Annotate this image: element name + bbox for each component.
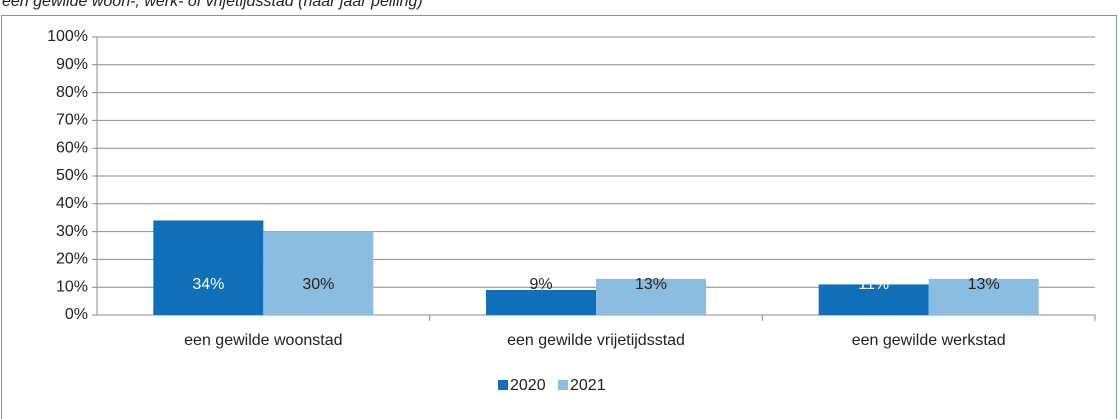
bar — [596, 278, 706, 315]
data-label: 30% — [302, 276, 334, 293]
bar — [818, 284, 929, 315]
y-tick-label: 60% — [56, 139, 88, 156]
y-tick-label: 50% — [56, 167, 88, 184]
y-tick-label: 40% — [56, 195, 88, 212]
x-tick-label: een gewilde woonstad — [184, 332, 342, 349]
bar — [486, 289, 596, 315]
y-tick-label: 80% — [56, 84, 88, 101]
x-tick-label: een gewilde werkstad — [852, 332, 1006, 349]
bar — [928, 278, 1039, 315]
y-tick-label: 30% — [56, 223, 88, 240]
legend-label: 2020 — [510, 377, 546, 394]
y-tick-label: 70% — [56, 112, 88, 129]
data-label: 13% — [968, 276, 1000, 293]
legend-label: 2021 — [570, 377, 606, 394]
chart-border — [1, 15, 1117, 419]
data-label: 34% — [192, 276, 224, 293]
data-label: 13% — [635, 276, 667, 293]
x-tick-label: een gewilde vrijetijdsstad — [507, 332, 685, 349]
legend-swatch — [498, 380, 508, 390]
bar — [153, 220, 264, 315]
chart-title: een gewilde woon-, werk- of vrijetijdsst… — [2, 0, 423, 10]
y-tick-label: 90% — [56, 56, 88, 73]
y-tick-label: 100% — [47, 28, 88, 45]
data-label: 9% — [529, 276, 552, 293]
bar — [263, 231, 374, 315]
y-tick-label: 20% — [56, 251, 88, 268]
legend-swatch — [558, 380, 568, 390]
y-tick-label: 10% — [56, 278, 88, 295]
data-label: 11% — [858, 276, 889, 293]
y-tick-label: 0% — [65, 306, 88, 323]
